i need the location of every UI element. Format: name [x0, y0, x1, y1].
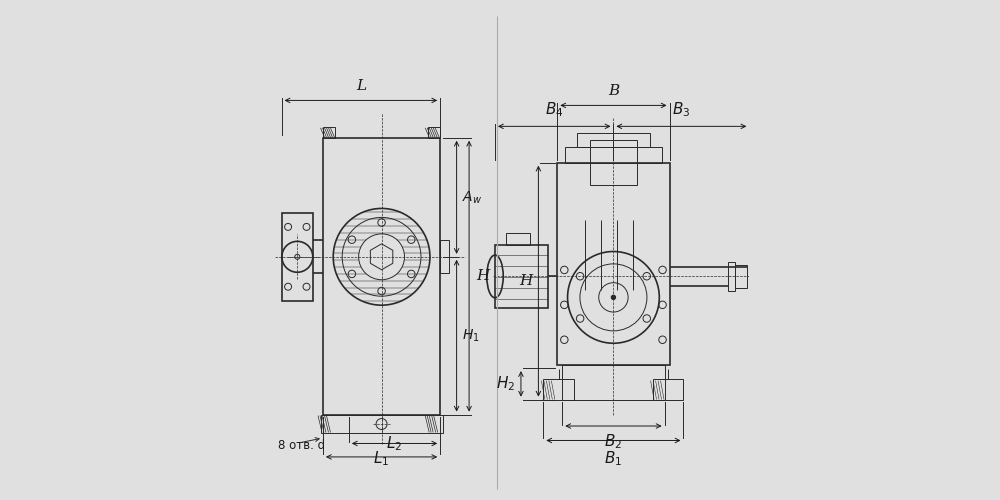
Text: B: B — [608, 84, 619, 98]
Bar — [323, 127, 335, 138]
Text: $H_2$: $H_2$ — [496, 374, 515, 393]
Text: $L_2$: $L_2$ — [386, 434, 403, 454]
Bar — [565, 147, 662, 162]
Bar — [735, 265, 747, 288]
Text: $B_2$: $B_2$ — [604, 432, 623, 451]
Bar — [440, 240, 449, 274]
Text: $A_w$: $A_w$ — [462, 189, 482, 206]
Bar — [557, 162, 670, 364]
Text: $B_3$: $B_3$ — [672, 100, 691, 119]
Text: H: H — [519, 274, 532, 288]
Bar — [320, 414, 443, 434]
Text: $B_1$: $B_1$ — [604, 449, 623, 468]
Bar — [577, 133, 650, 147]
Text: H: H — [477, 269, 490, 283]
Bar — [653, 378, 683, 400]
Bar — [506, 233, 530, 245]
Text: 8 отв. d: 8 отв. d — [278, 439, 325, 452]
Text: $L_1$: $L_1$ — [373, 449, 390, 468]
Bar — [728, 262, 735, 292]
Text: L: L — [356, 79, 366, 93]
Circle shape — [611, 296, 615, 300]
Bar — [428, 127, 440, 138]
Bar — [323, 138, 440, 414]
Bar — [590, 140, 637, 185]
Bar — [495, 245, 548, 308]
Text: $B_4$: $B_4$ — [545, 100, 564, 119]
Bar — [543, 378, 574, 400]
Text: $H_1$: $H_1$ — [462, 328, 479, 344]
Bar — [562, 364, 665, 400]
Bar — [282, 213, 313, 300]
